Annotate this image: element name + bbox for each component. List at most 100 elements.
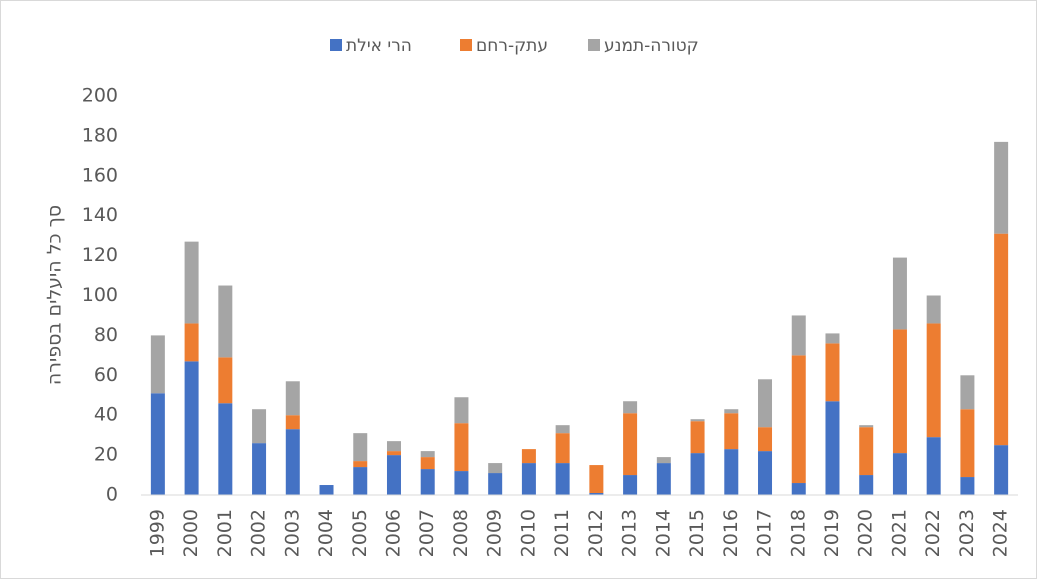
legend-label: הרי אילת <box>346 36 412 56</box>
bar-segment <box>285 429 300 495</box>
x-tick-label: 2002 <box>248 509 270 557</box>
x-tick-label: 2016 <box>720 509 742 557</box>
x-tick-label: 2007 <box>416 509 438 557</box>
bar-segment <box>454 397 469 424</box>
bar-segment <box>218 403 233 495</box>
bar-segment <box>623 475 638 495</box>
bar-segment <box>555 433 570 464</box>
bar-segment <box>150 335 165 394</box>
bar-segment <box>825 401 840 495</box>
bar-segment <box>892 257 907 330</box>
legend-swatch <box>330 39 342 51</box>
bar-segment <box>589 493 604 495</box>
y-tick-label: 140 <box>82 204 118 226</box>
y-tick-label: 160 <box>82 164 118 186</box>
bar-segment <box>555 463 570 495</box>
x-tick-label: 2024 <box>990 509 1012 557</box>
bar-segment <box>859 475 874 495</box>
bar-segment <box>521 449 536 464</box>
bar-segment <box>386 451 401 456</box>
bar-segment <box>218 285 233 358</box>
x-tick-label: 2022 <box>922 509 944 557</box>
bar-segment <box>589 465 604 494</box>
bar-segment <box>758 427 773 452</box>
bar-segment <box>859 425 874 428</box>
bar-segment <box>791 483 806 495</box>
legend-label: קטורה-תמנע <box>604 36 699 56</box>
legend-label: עתק-רחם <box>476 36 548 56</box>
bar-segment <box>623 413 638 476</box>
bar-segment <box>184 361 199 495</box>
bar-segment <box>994 141 1009 234</box>
x-tick-label: 1999 <box>146 509 168 557</box>
bar-segment <box>690 421 705 454</box>
bar-segment <box>386 455 401 495</box>
bar-segment <box>859 427 874 476</box>
bar-segment <box>353 433 368 462</box>
bar-segment <box>420 457 435 470</box>
x-tick-label: 2006 <box>382 509 404 557</box>
y-tick-label: 100 <box>82 284 118 306</box>
bar-segment <box>724 413 739 450</box>
bar-segment <box>960 375 975 410</box>
bar-segment <box>960 409 975 478</box>
bar-segment <box>656 457 671 464</box>
bar-segment <box>420 451 435 458</box>
bar-segment <box>623 401 638 414</box>
bar-segment <box>454 423 469 472</box>
bar-segment <box>285 381 300 416</box>
x-tick-label: 2013 <box>619 509 641 557</box>
bar-segment <box>825 333 840 344</box>
y-tick-label: 80 <box>94 324 118 346</box>
x-tick-label: 2014 <box>652 509 674 557</box>
bar-segment <box>252 443 267 495</box>
x-tick-label: 2023 <box>956 509 978 557</box>
x-tick-label: 2008 <box>450 509 472 557</box>
bar-segment <box>926 295 941 324</box>
bar-segment <box>994 233 1009 446</box>
x-tick-label: 2019 <box>821 509 843 557</box>
x-tick-label: 2018 <box>787 509 809 557</box>
bar-segment <box>420 469 435 495</box>
y-tick-label: 0 <box>106 484 118 506</box>
x-tick-label: 2021 <box>888 509 910 557</box>
x-tick-label: 2010 <box>517 509 539 557</box>
y-axis-title: סך כל היעלים בספירה <box>44 205 66 385</box>
x-tick-label: 2020 <box>855 509 877 557</box>
y-tick-label: 200 <box>82 85 118 107</box>
x-tick-label: 2017 <box>754 509 776 557</box>
x-tick-label: 2015 <box>686 509 708 557</box>
bar-segment <box>825 343 840 402</box>
bar-segment <box>926 437 941 495</box>
bar-segment <box>184 241 199 324</box>
x-tick-label: 2001 <box>214 509 236 557</box>
bar-segment <box>994 445 1009 495</box>
bar-segment <box>791 355 806 484</box>
bar-segment <box>319 485 334 495</box>
bar-segment <box>758 379 773 428</box>
x-tick-label: 2011 <box>551 509 573 557</box>
x-tick-label: 2005 <box>349 509 371 557</box>
bar-segment <box>454 471 469 495</box>
bar-segment <box>218 357 233 404</box>
bar-segment <box>353 467 368 495</box>
bar-segment <box>960 477 975 495</box>
bar-segment <box>724 449 739 495</box>
y-tick-label: 60 <box>94 364 118 386</box>
bar-segment <box>892 453 907 495</box>
bar-segment <box>386 441 401 452</box>
bar-segment <box>690 419 705 422</box>
bar-segment <box>690 453 705 495</box>
bar-segment <box>926 323 941 438</box>
bar-segment <box>488 473 503 495</box>
bar-segment <box>758 451 773 495</box>
bar-segment <box>791 315 806 356</box>
x-tick-label: 2000 <box>180 509 202 557</box>
bar-segment <box>285 415 300 430</box>
legend-swatch <box>460 39 472 51</box>
bar-segment <box>353 461 368 468</box>
y-tick-label: 40 <box>94 404 118 426</box>
bar-segment <box>252 409 267 444</box>
y-tick-label: 20 <box>94 444 118 466</box>
